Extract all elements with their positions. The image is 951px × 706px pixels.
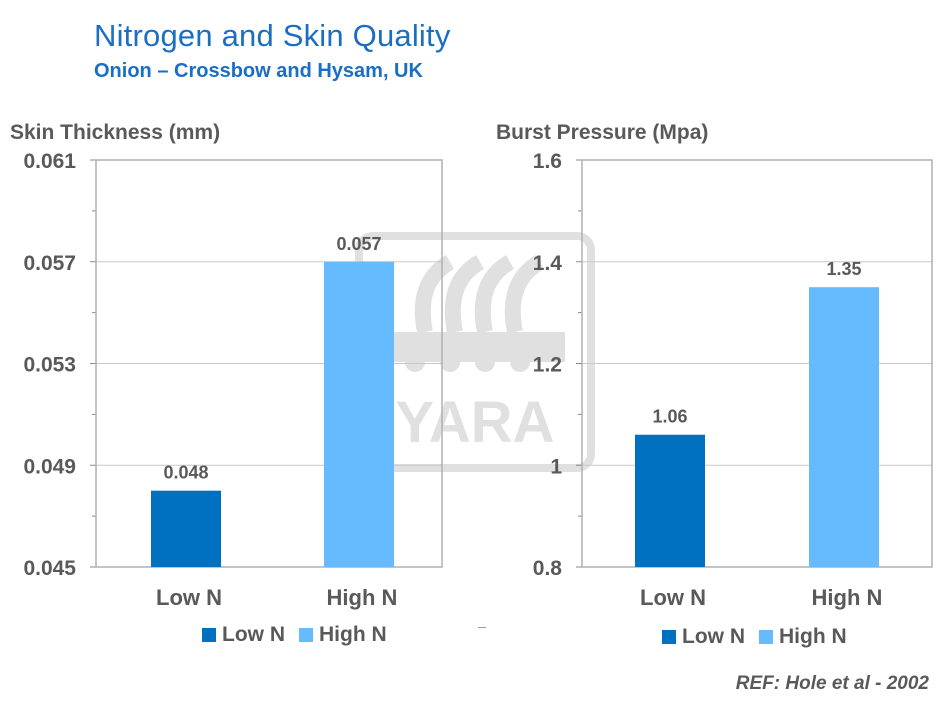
y-tick-label: 0.061 [23, 150, 76, 173]
right-y-axis-label: Burst Pressure (Mpa) [496, 121, 709, 144]
y-tick-label: 0.8 [533, 557, 563, 580]
legend-item-low-n: Low N [202, 623, 285, 647]
data-label: 1.35 [826, 259, 861, 279]
chart-subtitle: Onion – Crossbow and Hysam, UK [94, 60, 423, 82]
bar-high-n [809, 287, 879, 567]
y-tick-label: 1.2 [533, 354, 562, 377]
legend-swatch-low-n [202, 628, 216, 642]
y-tick-label: 1.4 [533, 252, 563, 275]
skin-thickness-chart: 0.045 0.049 0.053 0.057 0.061 0.048 Low N 0.057… [23, 150, 443, 610]
y-tick-label: 0.049 [23, 455, 76, 478]
y-tick-label: 1 [550, 455, 562, 478]
plot-area [95, 159, 443, 568]
legend-swatch-high-n [759, 630, 773, 644]
x-tick-label: High N [327, 585, 398, 610]
left-y-axis-label: Skin Thickness (mm) [10, 121, 221, 144]
legend-label-high-n: High N [779, 625, 847, 648]
legend-item-low-n: Low N [662, 625, 745, 649]
legend-item-high-n: High N [759, 625, 847, 649]
left-legend: Low N High N [202, 623, 401, 647]
data-label: 1.06 [652, 407, 687, 427]
right-legend: Low N High N [662, 625, 861, 649]
reference-note: REF: Hole et al - 2002 [735, 673, 929, 694]
bar-high-n [324, 261, 394, 567]
data-label: 0.057 [336, 234, 381, 254]
legend-label-low-n: Low N [682, 625, 745, 648]
y-tick-label: 0.053 [23, 354, 76, 377]
bar-low-n [635, 434, 705, 567]
burst-pressure-chart: 0.8 1 1.2 1.4 1.6 1.06 Low N 1.35 High N [533, 150, 933, 610]
data-label: 0.048 [163, 463, 208, 483]
y-tick-label: 1.6 [533, 150, 562, 173]
x-tick-label: High N [812, 585, 883, 610]
chart-title: Nitrogen and Skin Quality [94, 18, 451, 53]
legend-swatch-low-n [662, 630, 676, 644]
bar-low-n [151, 490, 221, 567]
x-tick-label: Low N [156, 585, 222, 610]
legend-label-high-n: High N [319, 623, 387, 646]
y-tick-label: 0.045 [23, 557, 76, 580]
legend-item-high-n: High N [299, 623, 387, 647]
plot-area [581, 159, 933, 568]
watermark-text: YARA [395, 390, 554, 455]
x-tick-label: Low N [640, 585, 706, 610]
legend-label-low-n: Low N [222, 623, 285, 646]
yara-logo-watermark: YARA [355, 232, 595, 472]
divider-mark [478, 627, 486, 628]
y-tick-label: 0.057 [23, 252, 76, 275]
legend-swatch-high-n [299, 628, 313, 642]
